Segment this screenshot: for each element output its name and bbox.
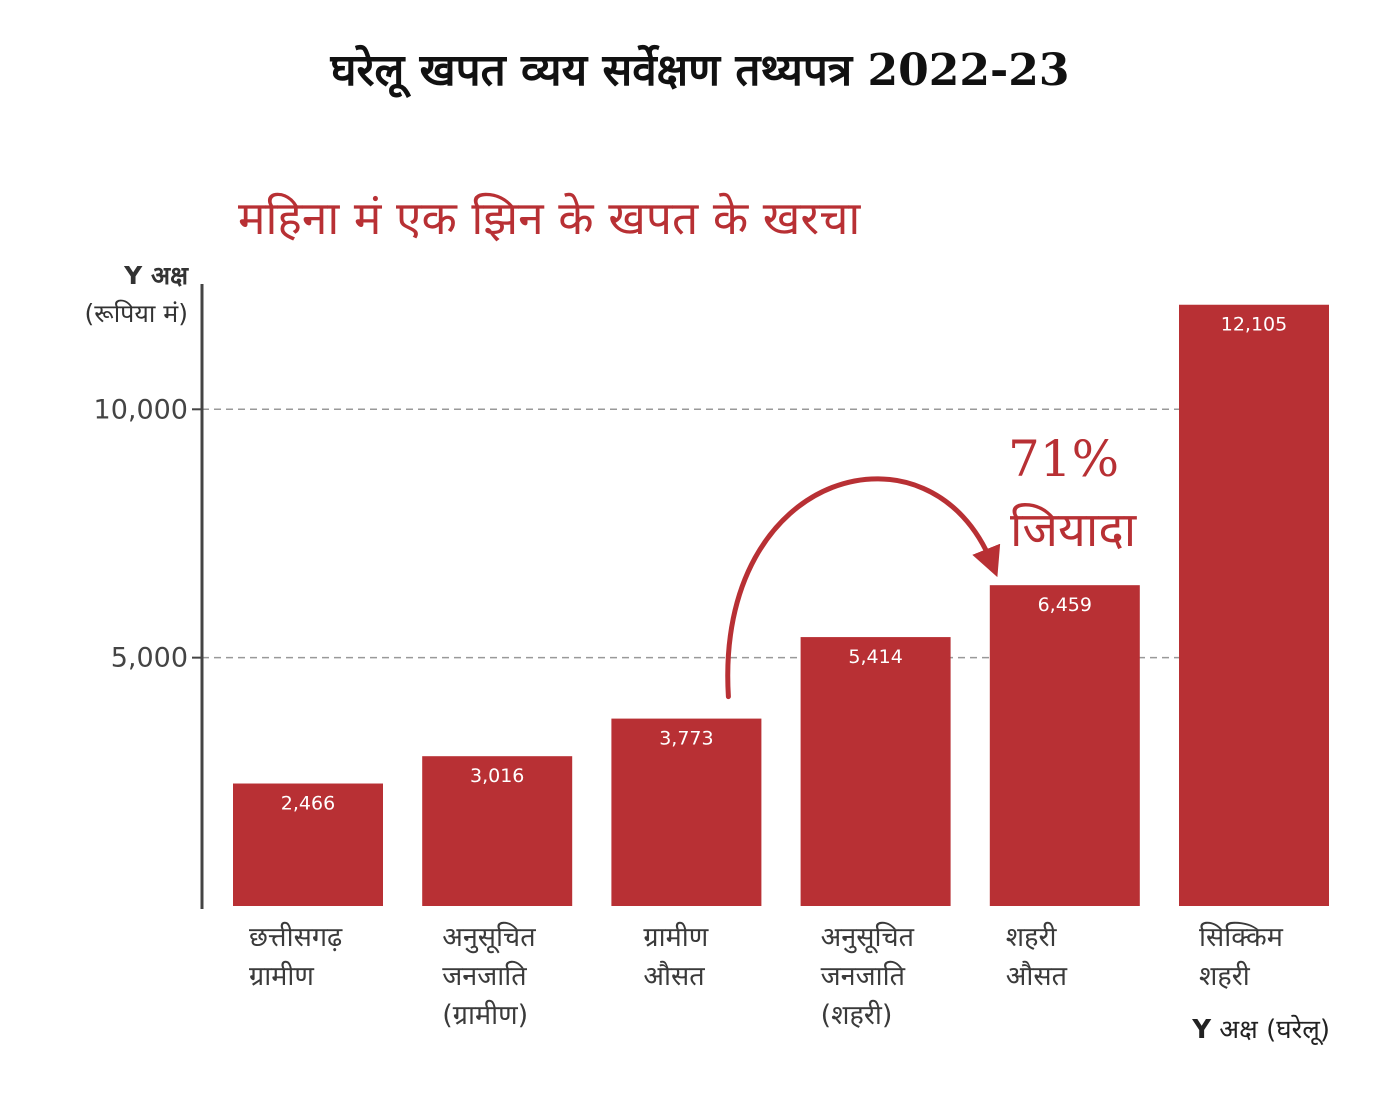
chart-title: महिना मं एक झिन के खपत के खरचा (238, 191, 861, 245)
y-axis-title-line1: Y अक्ष (124, 261, 188, 290)
y-tick-label: 10,000 (94, 394, 188, 425)
y-axis-title-line2: (रूपिया मं) (84, 299, 188, 328)
bar (233, 783, 383, 906)
bar-value-label: 12,105 (1221, 314, 1287, 336)
bar (989, 585, 1140, 906)
x-axis-title: Y अक्ष (घरेलू) (1192, 1010, 1330, 1046)
x-axis-title-prefix: Y (1192, 1015, 1212, 1045)
bar (422, 756, 573, 906)
annotation-percent: 71% (1008, 430, 1120, 488)
x-category-label: ग्रामीण औसत (643, 922, 709, 992)
x-category-label: शहरी औसत (1005, 922, 1068, 992)
annotation-text: जियादा (1010, 502, 1137, 558)
bar-value-label: 3,016 (470, 765, 524, 787)
bar (1179, 304, 1329, 907)
bar-value-label: 3,773 (659, 728, 713, 750)
bar-value-label: 6,459 (1038, 594, 1092, 616)
bar (611, 718, 762, 906)
y-tick-label: 5,000 (111, 643, 188, 674)
x-category-label: सिक्किम शहरी (1199, 922, 1283, 992)
page-title: घरेलू खपत व्यय सर्वेक्षण तथ्यपत्र 2022-2… (330, 45, 1070, 96)
x-axis-title-text: अक्ष (घरेलू) (1211, 1015, 1330, 1045)
x-category-label: अनुसूचित जनजाति (ग्रामीण) (442, 922, 536, 1031)
bar-value-label: 5,414 (848, 646, 902, 668)
annotation-arrow (725, 476, 1001, 700)
bar (800, 637, 951, 906)
bar-value-label: 2,466 (281, 793, 335, 815)
x-category-label: अनुसूचित जनजाति (शहरी) (820, 922, 914, 1031)
x-category-label: छत्तीसगढ़ ग्रामीण (249, 922, 343, 992)
